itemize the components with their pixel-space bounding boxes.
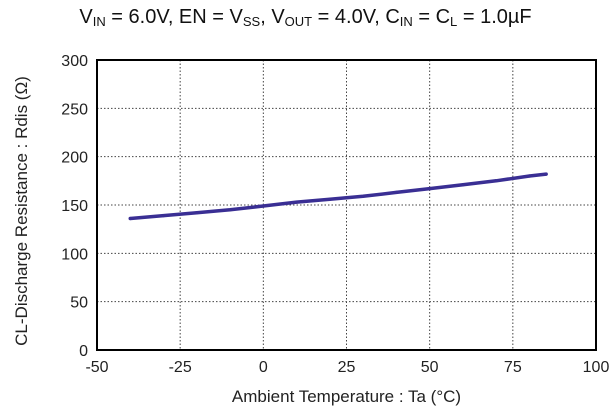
data-point [544, 172, 548, 176]
x-tick-label: 50 [421, 359, 439, 376]
data-point [261, 204, 265, 208]
series-line-0 [128, 172, 548, 221]
data-series [128, 172, 548, 221]
data-point [195, 211, 199, 215]
y-tick-label: 0 [79, 343, 88, 360]
title-vin-value: = 6.0V, EN = [105, 6, 230, 28]
title-vout-symbol: V [271, 6, 285, 28]
title-equals: = [412, 6, 436, 28]
data-point [161, 214, 166, 218]
title-cl-subscript: L [450, 14, 458, 29]
data-point [494, 179, 498, 183]
title-vout-subscript: OUT [284, 14, 313, 29]
x-axis-ticks: -50 -25 0 25 50 75 100 [85, 359, 609, 376]
data-point [128, 216, 132, 221]
title-cl-symbol: C [435, 6, 451, 28]
x-tick-label: -25 [169, 359, 192, 376]
data-point [527, 174, 532, 178]
data-point [394, 190, 398, 194]
title-vss-subscript: SS [242, 14, 261, 29]
x-axis-label: Ambient Temperature : Ta (°C) [232, 387, 461, 406]
grid-lines [97, 60, 596, 350]
chart-title: VIN = 6.0V, EN = VSS, VOUT = 4.0V, CIN =… [0, 6, 611, 29]
y-tick-label: 250 [61, 101, 88, 118]
title-separator: , [260, 6, 272, 28]
title-cin-symbol: C [385, 6, 400, 28]
plot-area-frame [96, 59, 597, 351]
x-tick-label: 100 [583, 359, 610, 376]
y-tick-label: 200 [61, 150, 88, 167]
title-vss-symbol: V [229, 6, 243, 28]
y-tick-label: 300 [61, 53, 88, 70]
x-tick-label: -50 [85, 359, 108, 376]
y-axis-label: CL-Discharge Resistance : Rdis (Ω) [12, 76, 31, 346]
y-axis-ticks: 0 50 100 150 200 250 300 [61, 53, 88, 360]
x-tick-label: 75 [504, 359, 522, 376]
title-cin-subscript: IN [399, 14, 413, 29]
data-point [361, 194, 365, 198]
title-vin-subscript: IN [92, 14, 106, 29]
y-tick-label: 100 [61, 246, 88, 263]
title-capacitance-value: = 1.0µF [457, 6, 532, 28]
data-point [428, 187, 432, 191]
data-point [328, 197, 332, 201]
x-tick-label: 0 [259, 359, 268, 376]
data-point [228, 208, 232, 212]
x-tick-label: 25 [338, 359, 356, 376]
data-point [461, 183, 465, 187]
y-tick-label: 50 [70, 295, 88, 312]
y-tick-label: 150 [61, 198, 88, 215]
data-point [295, 200, 299, 204]
title-vout-value: = 4.0V, [312, 6, 386, 28]
title-vin-symbol: V [79, 6, 93, 28]
